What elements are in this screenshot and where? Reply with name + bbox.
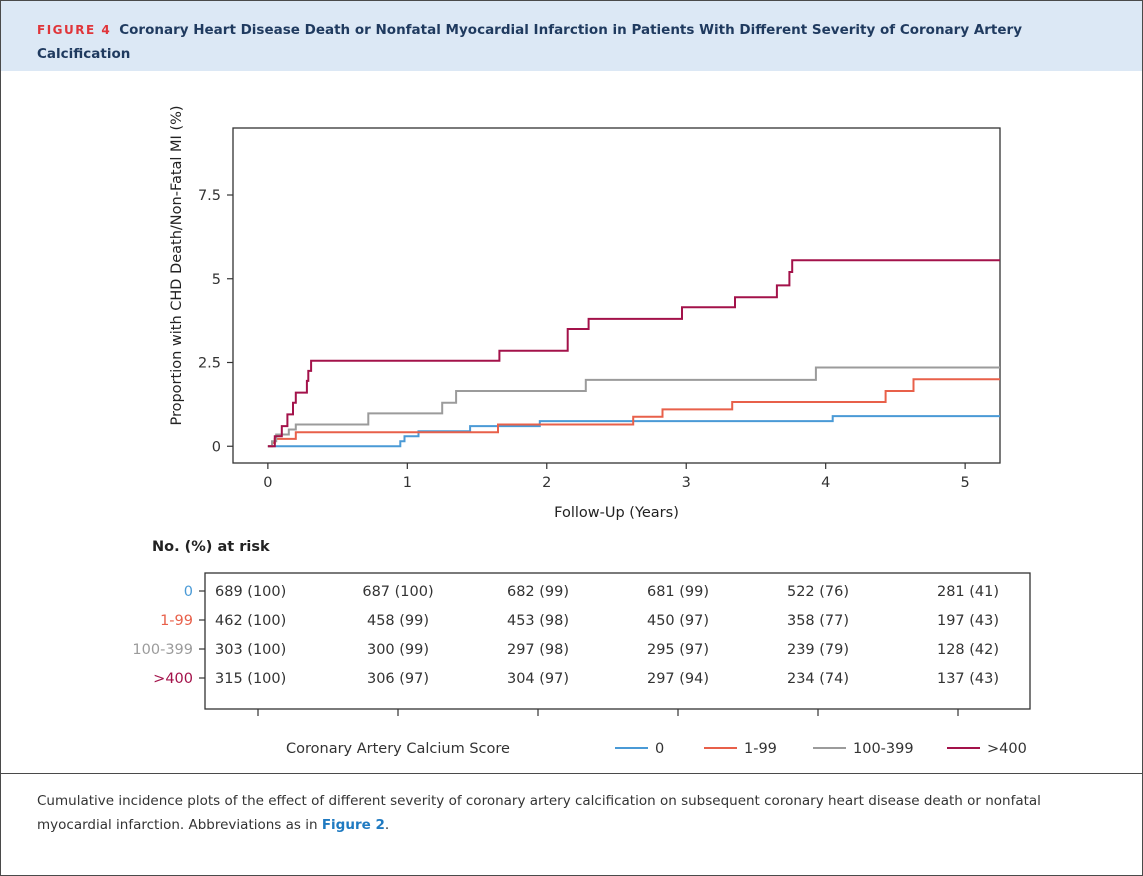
risk-cell: 358 (77) [787, 613, 849, 629]
plot-frame [232, 127, 1001, 464]
risk-cell: 315 (100) [215, 671, 286, 687]
series-line-100-399 [267, 366, 1000, 448]
risk-cell: 681 (99) [647, 584, 709, 600]
figure-caption: Cumulative incidence plots of the effect… [37, 789, 1107, 837]
risk-cell: 682 (99) [507, 584, 569, 600]
legend-title: Coronary Artery Calcium Score [286, 741, 510, 757]
y-axis-label: Proportion with CHD Death/Non-Fatal MI (… [169, 105, 185, 425]
y-tick-label: 0 [212, 439, 221, 455]
x-tick-label: 5 [961, 475, 970, 491]
chart-area: 0 1 2 3 4 5 0 2.5 5 7.5 Follow-Up (Years) Proportio… [1, 71, 1142, 771]
x-axis-label: Follow-Up (Years) [554, 505, 679, 521]
risk-cell: 295 (97) [647, 642, 709, 658]
risk-cell: 462 (100) [215, 613, 286, 629]
risk-cell: 303 (100) [215, 642, 286, 658]
risk-cell: 297 (94) [647, 671, 709, 687]
chart-svg: 0 1 2 3 4 5 0 2.5 5 7.5 Follow-Up (Years) Proportio… [132, 105, 1031, 757]
figure-title: Coronary Heart Disease Death or Nonfatal… [37, 22, 1022, 62]
figure-header: FIGURE 4 Coronary Heart Disease Death or … [1, 1, 1142, 71]
risk-cell: 453 (98) [507, 613, 569, 629]
risk-table-title: No. (%) at risk [152, 539, 270, 555]
x-tick-label: 4 [821, 475, 830, 491]
x-tick-label: 2 [542, 475, 551, 491]
figure-label: FIGURE 4 [37, 23, 112, 37]
caption-divider [1, 773, 1142, 774]
risk-cell: 281 (41) [937, 584, 999, 600]
risk-cell: 297 (98) [507, 642, 569, 658]
y-tick-label: 5 [212, 272, 221, 288]
caption-text: Cumulative incidence plots of the effect… [37, 793, 1041, 833]
risk-cell: 306 (97) [367, 671, 429, 687]
risk-cell: 458 (99) [367, 613, 429, 629]
risk-cell: 128 (42) [937, 642, 999, 658]
x-tick-label: 3 [682, 475, 691, 491]
risk-row-label: 100-399 [132, 642, 193, 658]
risk-row-label: >400 [153, 671, 193, 687]
x-tick-label: 1 [403, 475, 412, 491]
risk-cell: 304 (97) [507, 671, 569, 687]
x-tick-label: 0 [263, 475, 272, 491]
legend-item: >400 [987, 741, 1027, 757]
legend-item: 100-399 [853, 741, 914, 757]
risk-cell: 300 (99) [367, 642, 429, 658]
risk-cell: 234 (74) [787, 671, 849, 687]
risk-cell: 137 (43) [937, 671, 999, 687]
figure-2-link[interactable]: Figure 2 [321, 817, 385, 833]
legend-item: 0 [655, 741, 664, 757]
risk-cell: 239 (79) [787, 642, 849, 658]
risk-row-label: 0 [184, 584, 193, 600]
risk-row-label: 1-99 [160, 613, 193, 629]
risk-cell: 522 (76) [787, 584, 849, 600]
y-tick-label: 2.5 [198, 356, 221, 372]
caption-end: . [384, 817, 390, 833]
risk-cell: 450 (97) [647, 613, 709, 629]
legend-item: 1-99 [744, 741, 777, 757]
risk-table-frame [204, 572, 1031, 710]
risk-cell: 687 (100) [362, 584, 433, 600]
risk-cell: 197 (43) [937, 613, 999, 629]
series-line-gt400 [267, 259, 1000, 448]
y-tick-label: 7.5 [198, 188, 221, 204]
risk-cell: 689 (100) [215, 584, 286, 600]
